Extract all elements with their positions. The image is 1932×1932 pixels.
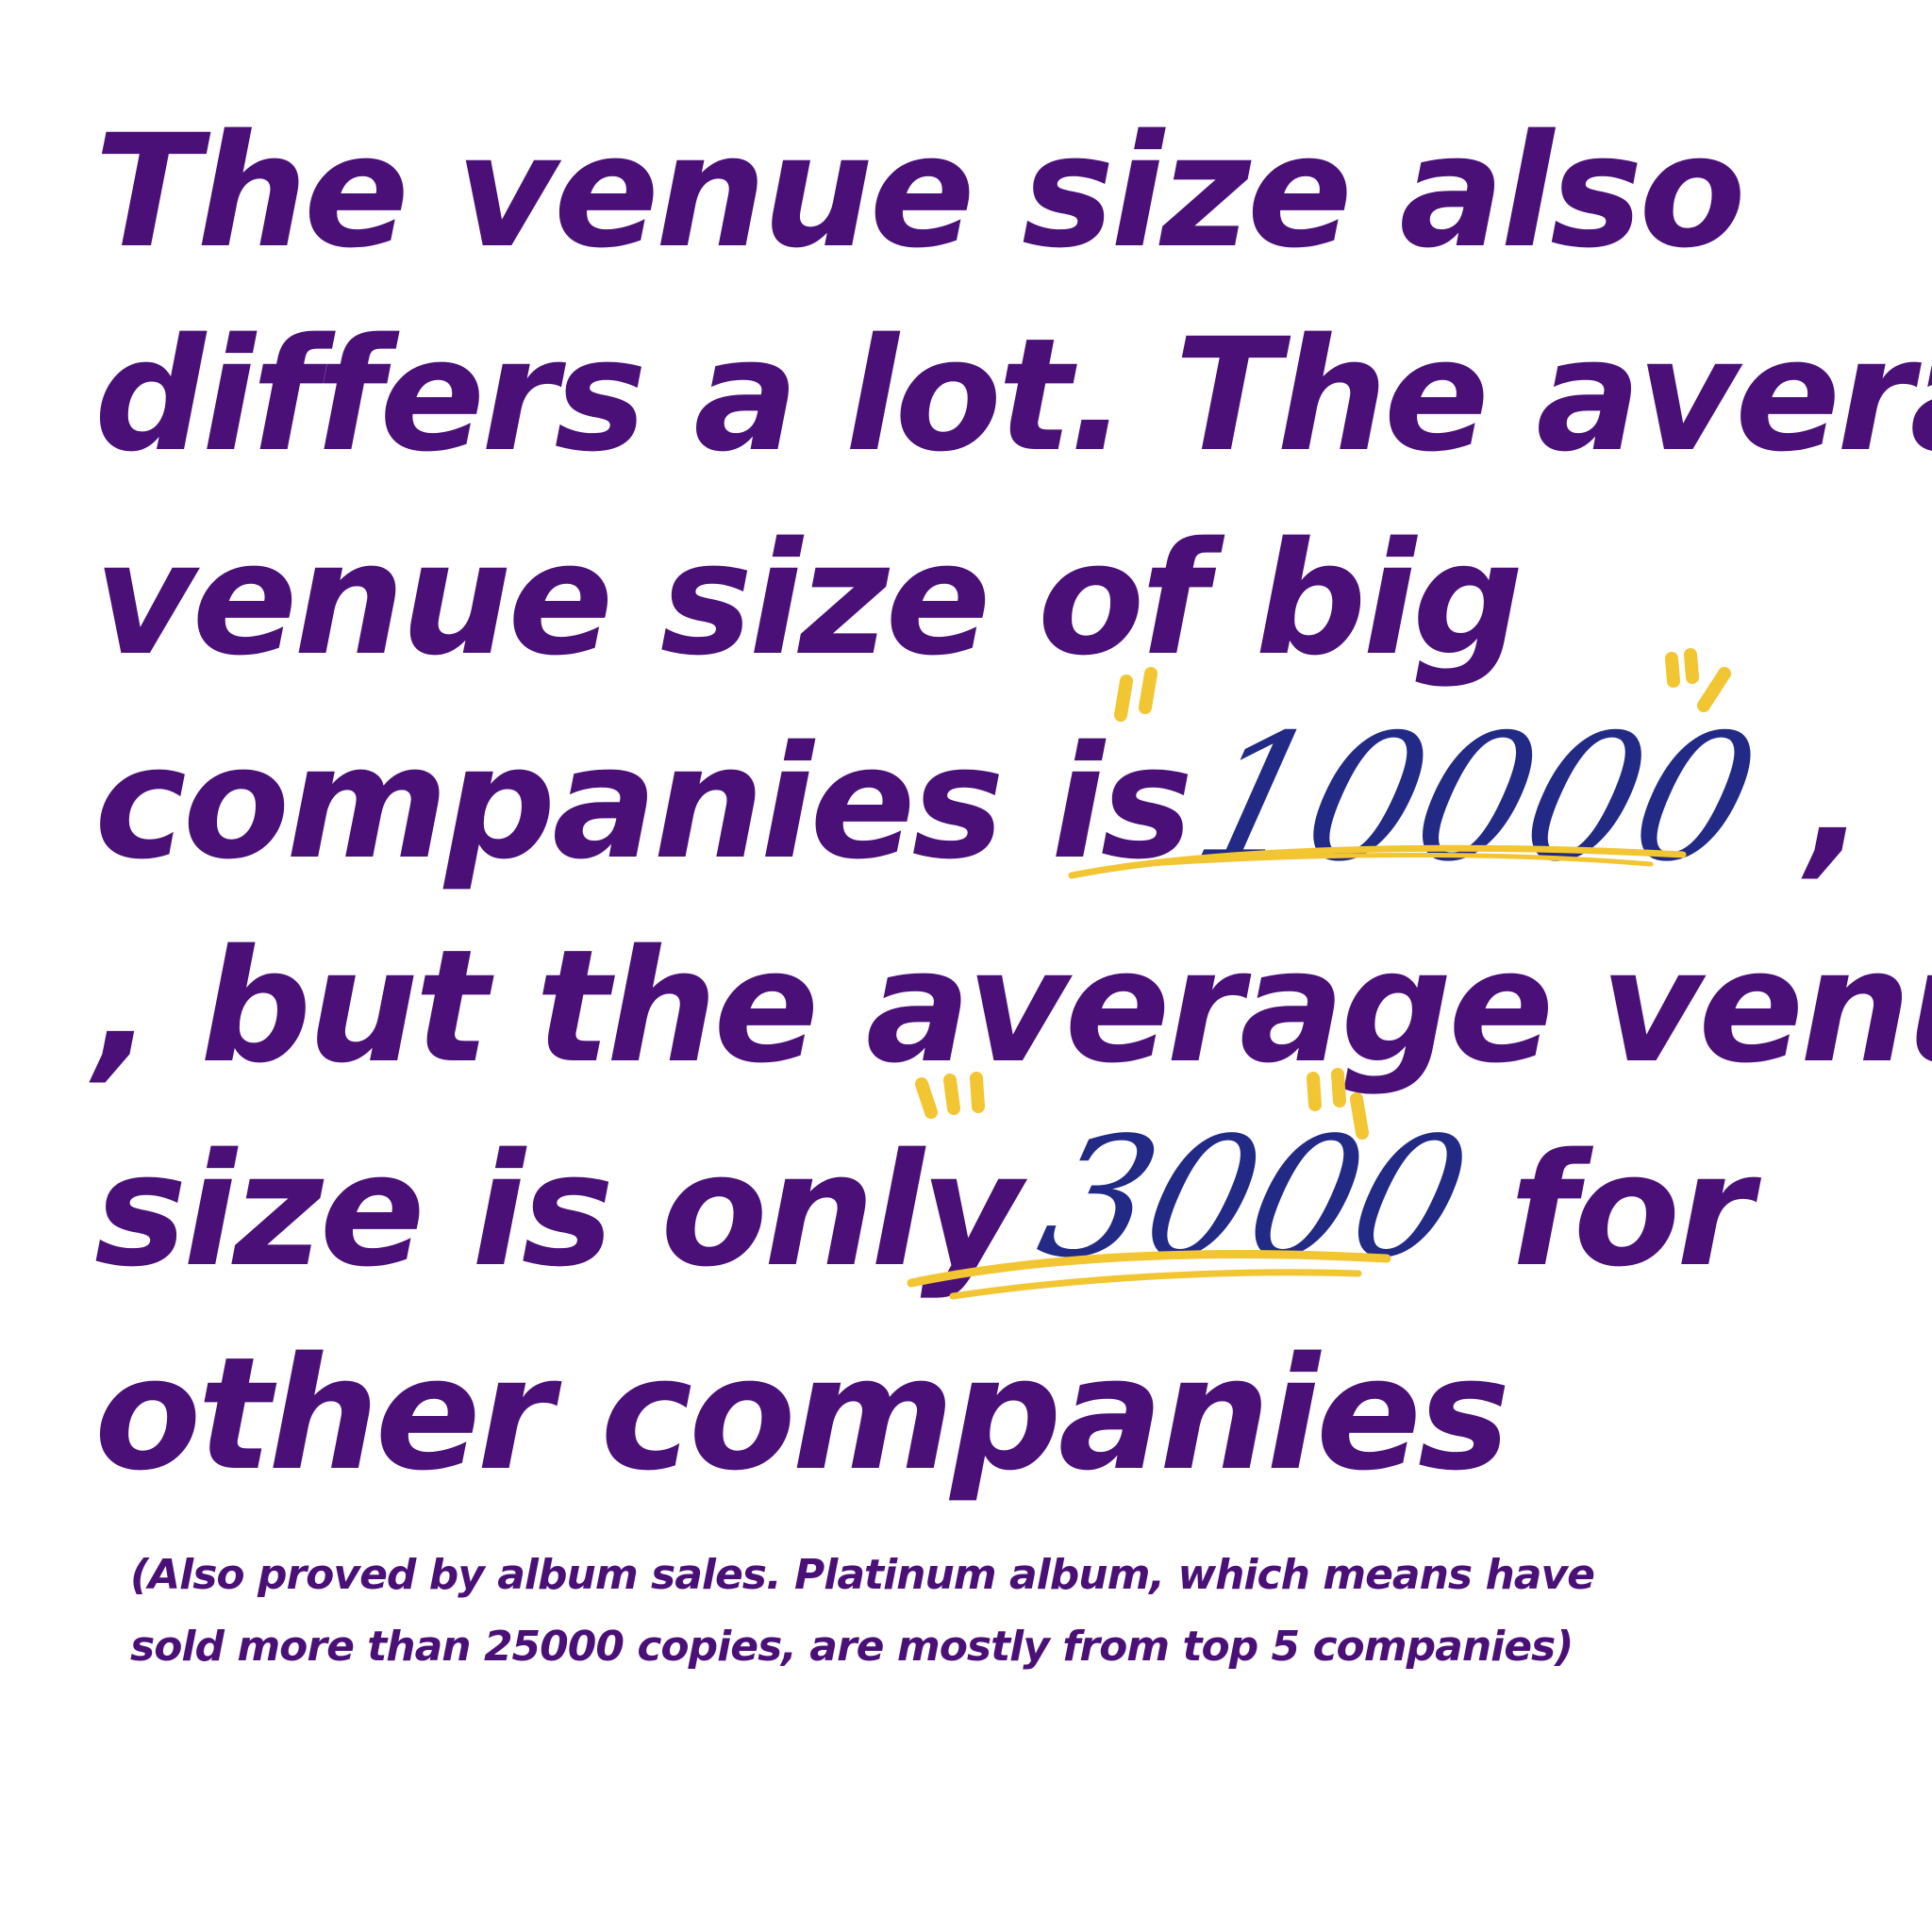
headline-line-4: companies is 10000 ,	[94, 696, 1887, 905]
footnote: (Also proved by album sales. Platinum al…	[130, 1551, 1595, 1671]
headline-line-4-prefix: companies is	[94, 712, 1193, 893]
underline-10000-icon	[1068, 844, 1687, 879]
headline: The venue size also differs a lot. The a…	[94, 90, 1932, 1516]
headline-line-6: size is only 3000 for	[94, 1103, 1887, 1312]
headline-line-6-prefix: size is only	[94, 1120, 1022, 1301]
sparkle-right-10000-icon	[1665, 648, 1731, 712]
headline-line-5: , but the average venue	[94, 916, 1932, 1097]
quote-marks-right-3000-icon	[1307, 1068, 1369, 1140]
quote-marks-left-3000-icon	[915, 1072, 985, 1119]
headline-line-1: The venue size also	[94, 101, 1746, 282]
headline-line-4-comma: ,	[1807, 712, 1866, 893]
headline-line-2: differs a lot. The average	[94, 305, 1932, 486]
headline-line-3: venue size of big	[94, 508, 1524, 690]
headline-line-7: other companies	[94, 1324, 1510, 1505]
quote-marks-left-10000-icon	[1114, 667, 1158, 722]
headline-line-6-suffix: for	[1509, 1120, 1754, 1301]
underline-3000-icon	[907, 1250, 1391, 1300]
